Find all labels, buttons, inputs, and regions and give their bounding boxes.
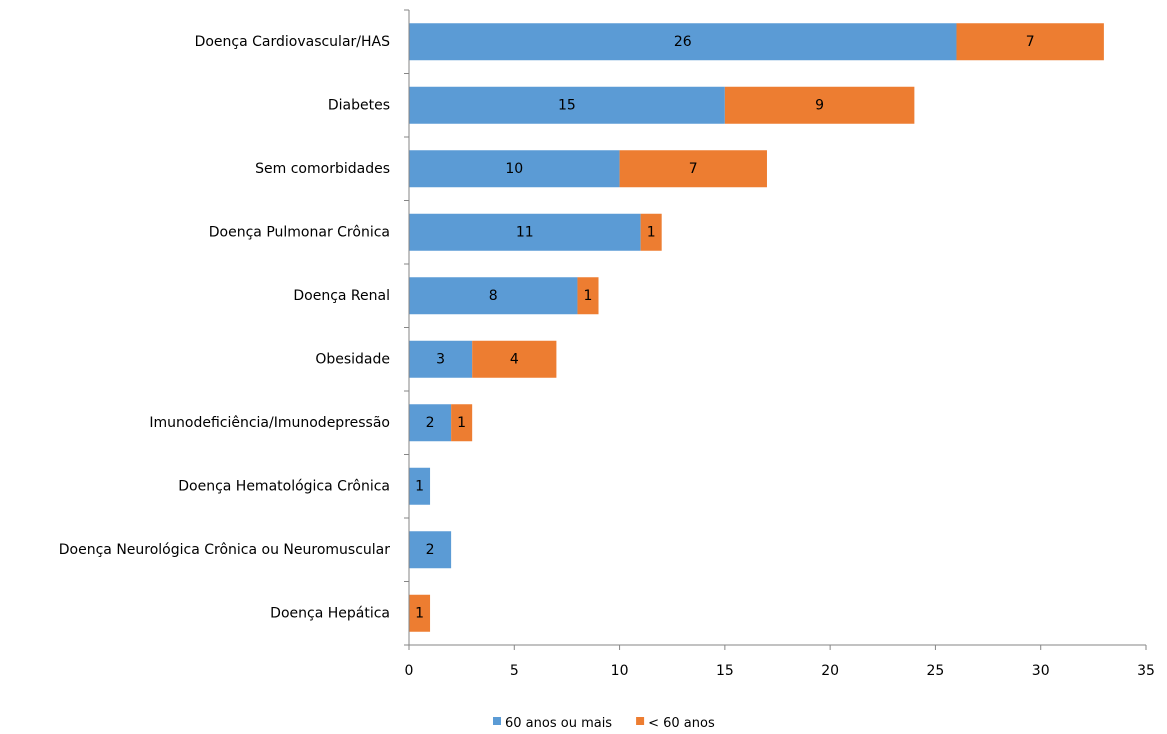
x-tick-label: 0 xyxy=(405,663,414,679)
bar-value-label: 15 xyxy=(558,97,576,113)
bar-value-label: 8 xyxy=(489,288,498,304)
bar-value-label: 2 xyxy=(426,542,435,558)
x-tick-label: 25 xyxy=(927,663,945,679)
bar-value-label: 11 xyxy=(516,224,534,240)
category-label: Doença Pulmonar Crônica xyxy=(209,224,390,240)
bar-value-label: 4 xyxy=(510,351,519,367)
bar-value-label: 10 xyxy=(505,161,523,177)
bar-value-label: 1 xyxy=(415,605,424,621)
category-label: Doença Renal xyxy=(293,288,390,304)
x-tick-label: 35 xyxy=(1137,663,1155,679)
legend-label: 60 anos ou mais xyxy=(505,716,612,731)
category-label: Sem comorbidades xyxy=(255,161,390,177)
x-tick-label: 30 xyxy=(1032,663,1050,679)
legend: 60 anos ou mais < 60 anos xyxy=(493,716,715,731)
bar-value-label: 1 xyxy=(457,415,466,431)
bar-value-label: 2 xyxy=(426,415,435,431)
bar-value-label: 26 xyxy=(674,34,692,50)
bar-value-label: 7 xyxy=(689,161,698,177)
category-labels: Doença Cardiovascular/HAS Diabetes Sem com… xyxy=(59,34,390,622)
category-label: Doença Cardiovascular/HAS xyxy=(195,34,391,50)
legend-label: < 60 anos xyxy=(648,716,715,731)
bar-value-label: 3 xyxy=(436,351,445,367)
bar-value-label: 1 xyxy=(584,288,593,304)
legend-swatch xyxy=(636,717,644,725)
x-tick-labels: 0 5 10 15 20 25 30 35 xyxy=(405,663,1155,679)
category-label: Doença Neurológica Crônica ou Neuromuscu… xyxy=(59,542,390,558)
bars xyxy=(409,23,1104,632)
bar-value-label: 1 xyxy=(647,224,656,240)
category-label: Doença Hepática xyxy=(270,605,390,621)
category-label: Obesidade xyxy=(315,351,390,367)
category-label: Diabetes xyxy=(328,97,390,113)
bar-value-label: 9 xyxy=(815,97,824,113)
bar-value-label: 7 xyxy=(1026,34,1035,50)
legend-swatch xyxy=(493,717,501,725)
x-tick-label: 5 xyxy=(510,663,519,679)
category-label: Doença Hematológica Crônica xyxy=(178,478,390,494)
x-tick-label: 15 xyxy=(716,663,734,679)
x-tick-label: 10 xyxy=(611,663,629,679)
bar-value-label: 1 xyxy=(415,478,424,494)
x-tick-label: 20 xyxy=(821,663,839,679)
category-label: Imunodeficiência/Imunodepressão xyxy=(149,415,390,431)
